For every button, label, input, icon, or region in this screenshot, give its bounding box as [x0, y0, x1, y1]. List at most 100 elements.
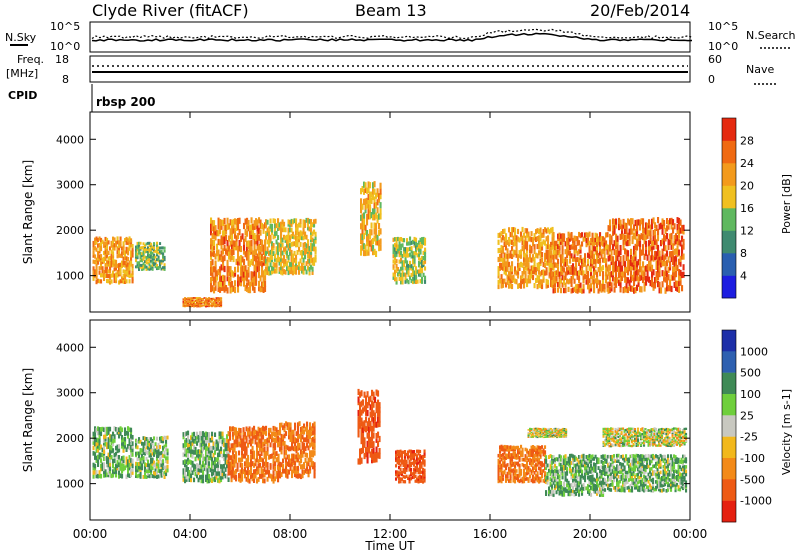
velocity-cell: [256, 457, 259, 463]
velocity-cell: [536, 445, 539, 449]
velocity-cell: [199, 455, 202, 461]
power-cell: [292, 231, 295, 237]
power-cell: [364, 249, 367, 257]
velocity-cell: [92, 474, 95, 479]
velocity-cell: [517, 448, 520, 452]
power-cell: [360, 223, 363, 230]
velocity-cell: [116, 430, 119, 435]
power-cell: [649, 234, 652, 241]
velocity-cell: [211, 460, 214, 465]
power-cell: [304, 231, 307, 237]
power-cell: [364, 228, 367, 235]
power-cell: [666, 225, 669, 232]
velocity-cell: [232, 472, 235, 478]
power-cell: [212, 300, 215, 303]
velocity-cell: [203, 445, 206, 450]
power-cell: [151, 255, 154, 259]
velocity-cell: [244, 473, 247, 479]
power-cell: [582, 274, 585, 280]
power-cell: [119, 266, 122, 271]
power-cell: [118, 243, 121, 248]
power-cell: [222, 256, 225, 263]
power-cell: [258, 234, 261, 241]
power-cell: [127, 266, 130, 271]
velocity-cell: [162, 466, 165, 470]
velocity-cell: [371, 411, 374, 418]
power-cell: [271, 245, 274, 251]
power-cell: [585, 269, 588, 275]
power-cell: [277, 253, 280, 259]
power-cell: [613, 261, 616, 268]
velocity-cell: [125, 460, 128, 465]
velocity-cell: [402, 450, 405, 454]
power-cell: [573, 270, 576, 276]
velocity-cell: [223, 463, 226, 469]
velocity-cell: [298, 460, 301, 466]
power-cell: [104, 256, 107, 261]
power-cell: [272, 243, 275, 248]
power-cell: [265, 269, 268, 275]
power-cell: [569, 244, 572, 251]
power-cell: [205, 297, 208, 299]
velocity-cell: [545, 431, 548, 433]
velocity-cell: [217, 478, 220, 483]
velocity-cell: [378, 448, 381, 455]
cpid-value: rbsp 200: [96, 95, 155, 109]
power-cell: [298, 234, 301, 240]
power-cell: [299, 235, 302, 240]
power-cell: [118, 270, 121, 275]
power-cell: [508, 227, 511, 233]
velocity-cell: [163, 450, 166, 455]
velocity-cell: [187, 456, 190, 462]
power-cell: [567, 286, 570, 292]
power-cell: [550, 241, 553, 247]
velocity-cell: [307, 461, 310, 467]
power-cell: [373, 228, 376, 235]
velocity-cell: [226, 449, 229, 455]
power-cell: [422, 236, 425, 242]
velocity-cell: [251, 476, 254, 482]
power-cell: [266, 246, 269, 252]
velocity-cell: [374, 421, 377, 428]
power-cell: [539, 283, 542, 289]
velocity-cell: [530, 453, 533, 458]
velocity-cell: [312, 425, 315, 431]
velocity-cell: [131, 458, 134, 464]
velocity-cell: [162, 472, 165, 476]
velocity-cell: [279, 426, 282, 432]
power-cell: [529, 256, 532, 263]
power-cell: [545, 228, 548, 234]
power-cell: [529, 244, 532, 250]
velocity-cell: [208, 478, 211, 484]
power-cell: [630, 270, 633, 277]
power-cell: [363, 188, 366, 195]
power-cell: [579, 265, 582, 271]
power-cell: [185, 297, 188, 300]
power-cell: [587, 252, 590, 258]
velocity-cell: [190, 449, 193, 454]
power-cell: [670, 255, 673, 263]
power-cell: [116, 249, 119, 254]
velocity-cell: [371, 448, 374, 455]
power-cell: [121, 276, 124, 281]
power-cell: [505, 270, 508, 276]
power-cell: [401, 238, 404, 243]
power-cell: [392, 259, 395, 264]
velocity-cell: [292, 434, 295, 440]
power-cell: [262, 259, 265, 266]
velocity-cell: [257, 450, 260, 456]
power-cell: [406, 241, 409, 246]
velocity-cell: [227, 466, 230, 471]
power-cell: [190, 301, 193, 304]
power-cell: [401, 276, 404, 281]
velocity-cell: [156, 464, 159, 469]
velocity-cell: [289, 426, 292, 432]
power-cell: [232, 243, 235, 250]
velocity-cell: [565, 433, 568, 436]
velocity-cell: [185, 464, 188, 470]
power-cell: [578, 275, 581, 281]
power-cell: [634, 250, 637, 257]
velocity-cell: [360, 417, 363, 424]
power-cell: [506, 266, 509, 272]
velocity-cell: [125, 463, 128, 468]
